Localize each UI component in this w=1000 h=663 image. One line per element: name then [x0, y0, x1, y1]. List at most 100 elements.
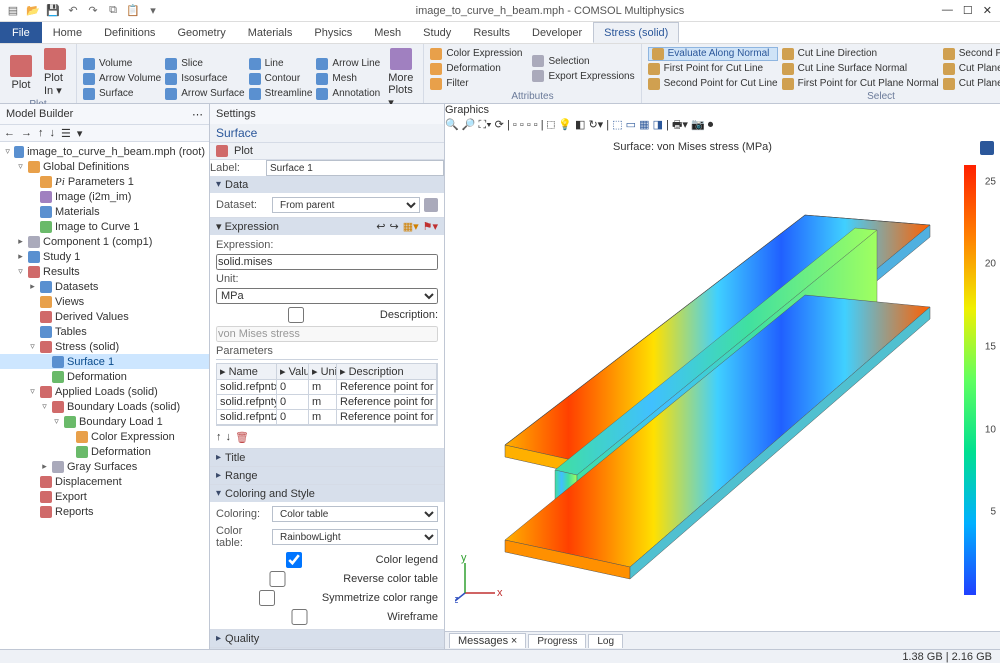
select-second-point-for-cut-plane-normal[interactable]: Second Point for Cut Plane Normal	[943, 47, 1000, 61]
view-xy-icon[interactable]: ▫	[513, 119, 517, 131]
tree-node[interactable]: Reports	[0, 504, 209, 519]
description-checkbox[interactable]	[216, 307, 376, 323]
wireframe-checkbox[interactable]	[216, 609, 383, 625]
tree-node[interactable]: ▿Stress (solid)	[0, 339, 209, 354]
close-icon[interactable]: ×	[511, 635, 517, 647]
coloring-select[interactable]: Color table	[272, 506, 438, 522]
tab-physics[interactable]: Physics	[303, 22, 363, 43]
expr-fn-icon[interactable]: ⚑▾	[423, 220, 438, 233]
ribbon-volume[interactable]: Volume	[83, 57, 161, 71]
colortable-select[interactable]: RainbowLight	[272, 529, 438, 545]
table-up-icon[interactable]: ↑	[216, 431, 222, 444]
zoom-in-icon[interactable]: 🔍	[445, 119, 459, 131]
settings-plot-button[interactable]: Plot	[234, 145, 253, 157]
select-second-point-for-cut-line[interactable]: Second Point for Cut Line	[648, 77, 778, 91]
reload-icon[interactable]: ↻▾	[588, 119, 603, 131]
expr-var-icon[interactable]: ▦▾	[403, 220, 419, 233]
qat-file-icon[interactable]: ▤	[6, 4, 20, 18]
sel-inv-icon[interactable]: ◨	[653, 119, 663, 131]
snapshot-icon[interactable]: 📷	[691, 119, 705, 131]
select-cut-plane-normal-from-surface[interactable]: Cut Plane Normal from Surface	[943, 77, 1000, 91]
view-iso-icon[interactable]: ▫	[534, 119, 538, 131]
tab-stresssolid[interactable]: Stress (solid)	[593, 22, 679, 43]
more-plots-button[interactable]: More Plots ▾	[384, 46, 417, 111]
ribbon-arrow-volume[interactable]: Arrow Volume	[83, 72, 161, 86]
tree-node[interactable]: ▸Datasets	[0, 279, 209, 294]
close-button[interactable]: ✕	[983, 4, 992, 17]
qat-save-icon[interactable]: 💾	[46, 4, 60, 18]
expr-back-icon[interactable]: ↩	[376, 220, 385, 233]
mb-up-icon[interactable]: ↑	[38, 127, 44, 139]
ribbon-mesh[interactable]: Mesh	[316, 72, 380, 86]
graphics-settings-icon[interactable]	[980, 141, 994, 155]
sel-all-icon[interactable]: ▦	[639, 119, 649, 131]
tab-definitions[interactable]: Definitions	[93, 22, 166, 43]
qat-open-icon[interactable]: 📂	[26, 4, 40, 18]
mb-nav-fwd-icon[interactable]: →	[21, 127, 32, 139]
light-icon[interactable]: 💡	[558, 119, 572, 131]
print-icon[interactable]: 🖶▾	[672, 119, 688, 131]
mb-down-icon[interactable]: ↓	[50, 127, 56, 139]
panel-menu-icon[interactable]: ⋯	[192, 108, 203, 121]
colorlegend-checkbox[interactable]	[216, 552, 372, 568]
ribbon-line[interactable]: Line	[249, 57, 313, 71]
tree-node[interactable]: Export	[0, 489, 209, 504]
tree-node[interactable]: Surface 1	[0, 354, 209, 369]
tab-study[interactable]: Study	[412, 22, 462, 43]
sel-none-icon[interactable]: ⬚	[612, 119, 622, 131]
file-tab[interactable]: File	[0, 22, 42, 43]
ribbon-streamline[interactable]: Streamline	[249, 87, 313, 101]
table-del-icon[interactable]: 🗑	[235, 431, 249, 444]
tab-log[interactable]: Log	[588, 634, 623, 648]
parameters-table[interactable]: ▸ Name▸ Value▸ Unit▸ Descriptionsolid.re…	[216, 363, 438, 426]
attr-export-expressions[interactable]: Export Expressions	[532, 69, 634, 83]
qat-undo-icon[interactable]: ↶	[66, 4, 80, 18]
rotate-icon[interactable]: ⟳	[495, 119, 504, 131]
ribbon-arrow-line[interactable]: Arrow Line	[316, 57, 380, 71]
tree-node[interactable]: ▿Boundary Load 1	[0, 414, 209, 429]
mb-expand-icon[interactable]: ☰	[61, 127, 71, 140]
view-xz-icon[interactable]: ▫	[527, 119, 531, 131]
qat-paste-icon[interactable]: 📋	[126, 4, 140, 18]
tree-node[interactable]: Deformation	[0, 444, 209, 459]
sel-box-icon[interactable]: ▭	[626, 119, 636, 131]
ribbon-isosurface[interactable]: Isosurface	[165, 72, 244, 86]
ribbon-annotation[interactable]: Annotation	[316, 87, 380, 101]
section-title-header[interactable]: ▸ Title	[210, 449, 444, 466]
tab-geometry[interactable]: Geometry	[166, 22, 236, 43]
select-cut-line-direction[interactable]: Cut Line Direction	[782, 47, 939, 61]
qat-more-icon[interactable]: ▾	[146, 4, 160, 18]
tab-progress[interactable]: Progress	[528, 634, 586, 648]
select-cut-line-surface-normal[interactable]: Cut Line Surface Normal	[782, 62, 939, 76]
record-icon[interactable]: ⏺	[708, 119, 714, 131]
tree-node[interactable]: Image to Curve 1	[0, 219, 209, 234]
attr-color-expression[interactable]: Color Expression	[430, 47, 522, 61]
tree-node[interactable]: Deformation	[0, 369, 209, 384]
dataset-link-icon[interactable]	[424, 198, 438, 212]
section-range-header[interactable]: ▸ Range	[210, 467, 444, 484]
trans-icon[interactable]: ◧	[575, 119, 585, 131]
qat-copy-icon[interactable]: ⧉	[106, 4, 120, 18]
section-expression-header[interactable]: ▾ Expression ↩ ↪ ▦▾ ⚑▾	[210, 218, 444, 235]
ribbon-slice[interactable]: Slice	[165, 57, 244, 71]
tree-node[interactable]: Image (i2m_im)	[0, 189, 209, 204]
dataset-select[interactable]: From parent	[272, 197, 420, 213]
select-evaluate-along-normal[interactable]: Evaluate Along Normal	[648, 47, 778, 61]
expr-fwd-icon[interactable]: ↪	[389, 220, 398, 233]
qat-redo-icon[interactable]: ↷	[86, 4, 100, 18]
tab-developer[interactable]: Developer	[521, 22, 593, 43]
tree-node[interactable]: ▸Gray Surfaces	[0, 459, 209, 474]
section-inherit-header[interactable]: ▸ Inherit Style	[210, 648, 444, 649]
tab-home[interactable]: Home	[42, 22, 93, 43]
graphics-view[interactable]: Surface: von Mises stress (MPa)	[445, 135, 1000, 631]
mb-more-icon[interactable]: ▾	[77, 127, 83, 140]
attr-filter[interactable]: Filter	[430, 77, 522, 91]
tree-node[interactable]: Pi Parameters 1	[0, 174, 209, 189]
ribbon-surface[interactable]: Surface	[83, 87, 161, 101]
tree-node[interactable]: Tables	[0, 324, 209, 339]
zoom-out-icon[interactable]: 🔎	[462, 119, 476, 131]
tree-node[interactable]: ▿Global Definitions	[0, 159, 209, 174]
section-quality-header[interactable]: ▸ Quality	[210, 630, 444, 647]
minimize-button[interactable]: —	[942, 4, 953, 17]
tab-mesh[interactable]: Mesh	[363, 22, 412, 43]
